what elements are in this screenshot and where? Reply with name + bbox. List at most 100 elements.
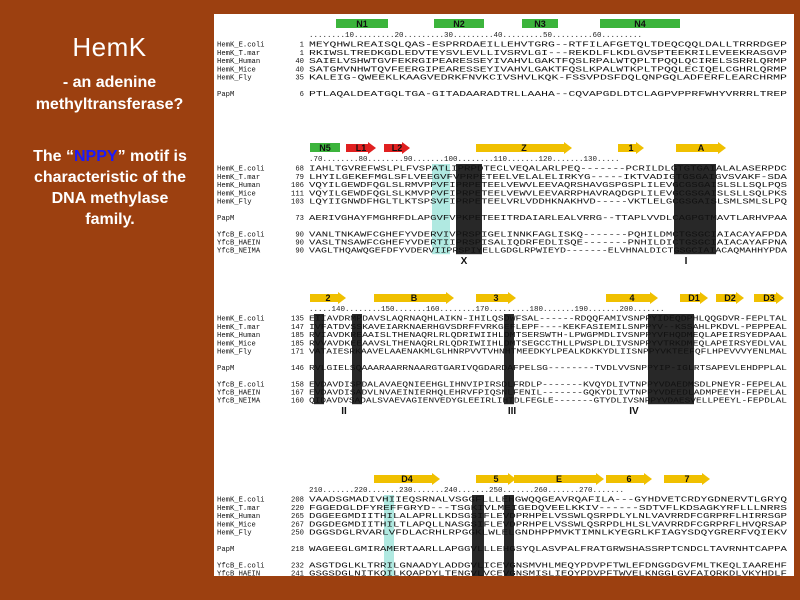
sequence-residues: LHYILGEKEFMGLSFLVEEGVFVPRPETEELVELALELIR…	[309, 174, 788, 182]
secondary-structure-arrow	[676, 142, 726, 154]
sequence-name: HemK_Human	[217, 182, 260, 190]
sequence-start-position: 40	[295, 58, 304, 66]
sequence-residues: RVLGIELSQAAARAARRNAARGTGARIVQGDARDAFPELS…	[309, 365, 787, 373]
sequence-name: HemK_Mice	[217, 340, 256, 348]
secondary-structure-arrow	[606, 473, 652, 485]
motif-line-1: The “NPPY” motif is	[10, 146, 210, 167]
sequence-start-position: 218	[291, 546, 304, 554]
motif-pre: The “	[33, 148, 74, 165]
sequence-start-position: 73	[295, 215, 304, 223]
motif-column-highlight	[472, 495, 484, 576]
secondary-structure-bar	[522, 19, 558, 28]
sequence-start-position: 90	[295, 240, 304, 248]
alignment-block: D4 5 E 6 7 210.......220.......230.......240.…	[217, 473, 788, 576]
secondary-structure-arrow	[476, 473, 516, 485]
sequence-start-position: 1	[300, 42, 304, 50]
conserved-column-highlight	[432, 164, 450, 255]
motif-column-highlight	[352, 314, 362, 405]
sequence-name: YfcB_NEIMA	[217, 398, 261, 406]
sequence-residues: VASLTNSAWFCGHEFYVDERTIIPRSPISALIQDRFEDLI…	[309, 240, 788, 248]
sequence-residues: IAHLTGVREFWSLPLFVSPATLIPRPDTECLVEQALARLP…	[309, 166, 788, 174]
sequence-start-position: 68	[295, 166, 304, 174]
sequence-residues: ASGTDGLKLTRRILGNAADYLADDGVLICEVGNSMVHLME…	[309, 562, 787, 570]
sequence-name: YfcB_HAEIN	[217, 571, 260, 577]
feature-label: D1	[688, 293, 700, 303]
subtitle-line-2: methyltransferase?	[35, 96, 184, 113]
sequence-name: YfcB_HAEIN	[217, 240, 260, 248]
secondary-structure-arrow	[374, 473, 440, 485]
secondary-structure-bar	[600, 19, 680, 28]
feature-label: E	[556, 474, 562, 484]
position-ruler: .70........80........90.......100.......…	[309, 156, 620, 164]
sequence-residues: EIIAVDRMPDAVSLAQRNAQHLAIKN-IHILQSDWFSAL-…	[309, 316, 787, 324]
conserved-column-highlight	[384, 495, 394, 576]
sequence-start-position: 79	[295, 174, 304, 182]
sequence-residues: DGGSDGLRVARLVFDLACRHLRPGGKLWLELGNDHPPMVK…	[309, 530, 788, 538]
motif-line-3: DNA methylase	[51, 190, 169, 207]
secondary-structure-arrow	[384, 142, 410, 154]
feature-label: 1	[628, 143, 633, 153]
sequence-start-position: 158	[291, 381, 304, 389]
secondary-structure-bar	[336, 19, 388, 28]
sequence-start-position: 147	[291, 324, 304, 332]
sequence-start-position: 160	[291, 398, 304, 406]
feature-label: A	[698, 143, 705, 153]
motif-column-highlight	[504, 314, 514, 405]
motif-roman-label: X	[461, 256, 468, 267]
motif-line-4: family.	[85, 211, 135, 228]
sequence-name: HemK_Fly	[217, 530, 252, 538]
sequence-alignment-figure: N1 N2 N3 N4 ........10.........20.........30…	[214, 14, 794, 576]
sequence-start-position: 250	[291, 530, 304, 538]
sequence-residues: VQYILGEWDFQGLSLRMVPPVFIPRPETEELVEWVLEEVA…	[309, 182, 787, 190]
sequence-start-position: 40	[295, 66, 304, 74]
feature-label: N4	[634, 19, 646, 29]
feature-label: N1	[356, 19, 368, 29]
sequence-residues: PTLAQALDEATGQLTGA-GITADAARADTRLLAAHA--CQ…	[309, 91, 787, 99]
sequence-name: YfcB_HAEIN	[217, 390, 260, 398]
sequence-residues: QIDAVDVSADALSVAEVAGIENVEDYGLEEIRLIHTDLFE…	[309, 398, 787, 406]
sequence-residues: VAGLTHQAWQGEFDFYVDERVIIPRSPIYELLGDGLRPWI…	[309, 248, 788, 256]
sequence-name: HemK_Fly	[217, 349, 252, 357]
feature-label: D3	[763, 293, 775, 303]
feature-label: 3	[493, 293, 498, 303]
sequence-residues: RVVAVDKEEAAVSLTHENAQRLRLQDRIWIIHLDMTSEGC…	[309, 340, 787, 348]
sequence-residues: FGGEDGLDFYREFFGRYD---TSGKIVLMEIGEDQVEELK…	[309, 505, 787, 513]
secondary-structure-arrow	[476, 292, 516, 304]
motif-highlight-nppy: NPPY	[73, 148, 118, 165]
sequence-residues: KALEIG-QWEEKLKAAGVEDRKFNVKCIVSHVLKQK-FSS…	[309, 75, 787, 83]
feature-label: 5	[493, 474, 498, 484]
sequence-residues: VAADSGMADIVHIIEQSRNALVSGGFLLLEHGWQQGEAVR…	[309, 497, 787, 505]
secondary-structure-arrow	[310, 292, 346, 304]
sequence-residues: SATGMVNHWTQVFEERGIPEARESSEYIVAHVLGAKTFQS…	[309, 66, 787, 74]
secondary-structure-bar	[310, 143, 340, 152]
alignment-block: N1 N2 N3 N4 ........10.........20.........30…	[217, 19, 787, 99]
feature-label: N2	[453, 19, 465, 29]
sequence-name: HemK_Mice	[217, 66, 256, 74]
feature-label: D2	[724, 293, 736, 303]
sequence-start-position: 185	[291, 340, 304, 348]
sequence-name: PapM	[217, 546, 234, 554]
secondary-structure-arrow	[680, 292, 708, 304]
secondary-structure-arrow	[754, 292, 784, 304]
sequence-start-position: 135	[291, 316, 304, 324]
sequence-residues: VATAIESRKAAVELAAENAKMLGLHNRPVVTVHNHTMEED…	[309, 349, 787, 357]
feature-label: 7	[684, 474, 689, 484]
sequence-start-position: 111	[291, 190, 304, 198]
secondary-structure-arrow	[664, 473, 710, 485]
secondary-structure-arrow	[374, 292, 454, 304]
motif-column-highlight	[314, 314, 324, 405]
sequence-name: HemK_Human	[217, 513, 260, 521]
sequence-name: HemK_Fly	[217, 199, 252, 207]
sequence-residues: SAIELVSHWTGVFEKRGIPEARESSEYIVAHVLGAKTFQS…	[309, 58, 787, 66]
sequence-name: YfcB_E.coli	[217, 381, 264, 389]
motif-roman-label: IV	[629, 406, 639, 417]
feature-label: N5	[319, 143, 331, 153]
sequence-name: HemK_T.mar	[217, 324, 260, 332]
sequence-name: HemK_T.mar	[217, 50, 260, 58]
secondary-structure-arrow	[606, 292, 658, 304]
sequence-residues: DGGDEGMDIITHILTLAPQLLNASGSIFLEVDPRHPELVS…	[309, 521, 787, 529]
sequence-residues: LQYIIGNWDFHGLTLKTSPSVFIPRPETEELVRLVDDHKN…	[309, 199, 787, 207]
motif-roman-label: II	[341, 406, 347, 417]
sequence-name: HemK_Human	[217, 58, 260, 66]
sequence-start-position: 267	[291, 521, 304, 529]
